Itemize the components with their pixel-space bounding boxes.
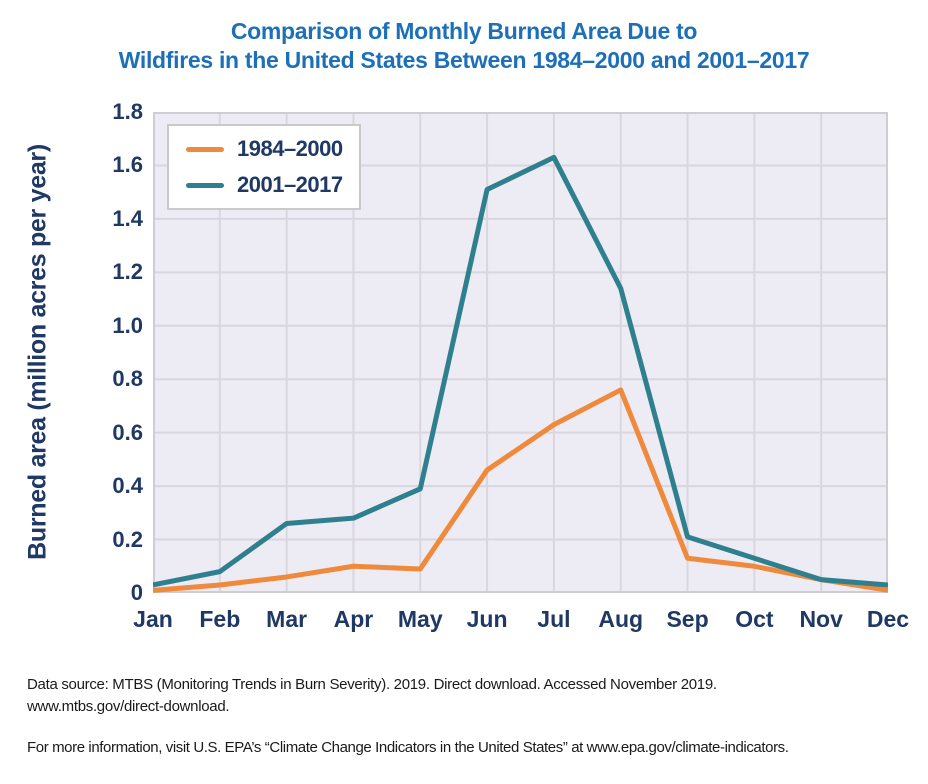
y-tick-label: 0.2	[112, 526, 143, 552]
y-tick-label: 0.6	[112, 419, 143, 445]
footer-source-line1: Data source: MTBS (Monitoring Trends in …	[27, 676, 717, 693]
legend-label: 2001–2017	[237, 172, 343, 197]
x-tick-label: Apr	[333, 606, 374, 632]
y-tick-label: 1.4	[112, 205, 143, 231]
chart-title-line1: Comparison of Monthly Burned Area Due to	[230, 18, 698, 44]
chart-title: Comparison of Monthly Burned Area Due to…	[0, 17, 928, 75]
x-tick-label: Feb	[199, 606, 241, 632]
y-tick-label: 0	[130, 580, 143, 605]
legend: 1984–2000 2001–2017	[167, 124, 361, 210]
x-tick-label: Sep	[666, 606, 709, 632]
footer-more-info: For more information, visit U.S. EPA’s “…	[27, 739, 789, 756]
x-tick-label: Dec	[866, 606, 910, 632]
x-tick-label: Oct	[735, 606, 774, 632]
footer-data-source: Data source: MTBS (Monitoring Trends in …	[27, 674, 915, 718]
legend-item-1: 2001–2017	[186, 172, 359, 198]
x-tick-label: Mar	[266, 606, 308, 632]
legend-line-swatch	[186, 146, 224, 152]
y-axis-title: Burned area (million acres per year)	[23, 144, 52, 560]
y-tick-label: 0.8	[112, 366, 143, 392]
y-tick-label: 1.8	[112, 99, 143, 124]
series-line-1	[153, 154, 888, 588]
x-tick-label: Aug	[598, 606, 644, 632]
y-tick-label: 1.2	[112, 259, 143, 285]
chart-title-line2: Wildfires in the United States Between 1…	[118, 47, 810, 73]
x-tick-label: Jul	[537, 606, 571, 632]
legend-line-swatch	[186, 182, 224, 188]
x-tick-label: Jun	[466, 606, 508, 632]
x-tick-label: May	[397, 606, 443, 632]
series-line-0	[153, 387, 888, 593]
legend-label: 1984–2000	[237, 136, 343, 161]
plot-border	[153, 112, 888, 593]
footer-source-line2: www.mtbs.gov/direct-download.	[27, 698, 230, 715]
y-tick-label: 1.0	[112, 312, 143, 338]
legend-item-0: 1984–2000	[186, 136, 359, 162]
x-tick-label: Nov	[799, 606, 843, 632]
x-tick-label: Jan	[133, 606, 173, 632]
y-tick-label: 0.4	[112, 473, 143, 499]
y-tick-label: 1.6	[112, 152, 143, 178]
